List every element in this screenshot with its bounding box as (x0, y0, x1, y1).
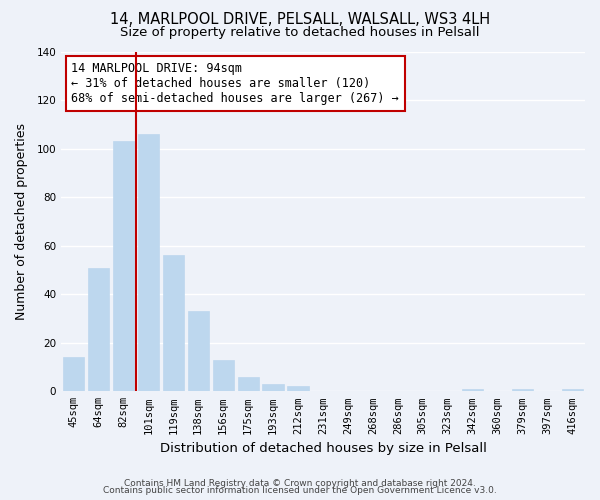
Text: Contains public sector information licensed under the Open Government Licence v3: Contains public sector information licen… (103, 486, 497, 495)
Bar (238, 376, 259, 392)
Text: 14 MARLPOOL DRIVE: 94sqm
← 31% of detached houses are smaller (120)
68% of semi-: 14 MARLPOOL DRIVE: 94sqm ← 31% of detach… (71, 62, 399, 104)
Bar (163, 256, 184, 392)
Bar (512, 389, 533, 392)
Text: 14, MARLPOOL DRIVE, PELSALL, WALSALL, WS3 4LH: 14, MARLPOOL DRIVE, PELSALL, WALSALL, WS… (110, 12, 490, 28)
Bar (562, 389, 583, 392)
X-axis label: Distribution of detached houses by size in Pelsall: Distribution of detached houses by size … (160, 442, 487, 455)
Text: Size of property relative to detached houses in Pelsall: Size of property relative to detached ho… (120, 26, 480, 39)
Bar (137, 134, 159, 392)
Bar (63, 358, 84, 392)
Bar (262, 384, 284, 392)
Bar (188, 311, 209, 392)
Bar (88, 268, 109, 392)
Bar (113, 142, 134, 392)
Bar (287, 386, 308, 392)
Bar (212, 360, 234, 392)
Text: Contains HM Land Registry data © Crown copyright and database right 2024.: Contains HM Land Registry data © Crown c… (124, 478, 476, 488)
Y-axis label: Number of detached properties: Number of detached properties (15, 123, 28, 320)
Bar (462, 389, 484, 392)
